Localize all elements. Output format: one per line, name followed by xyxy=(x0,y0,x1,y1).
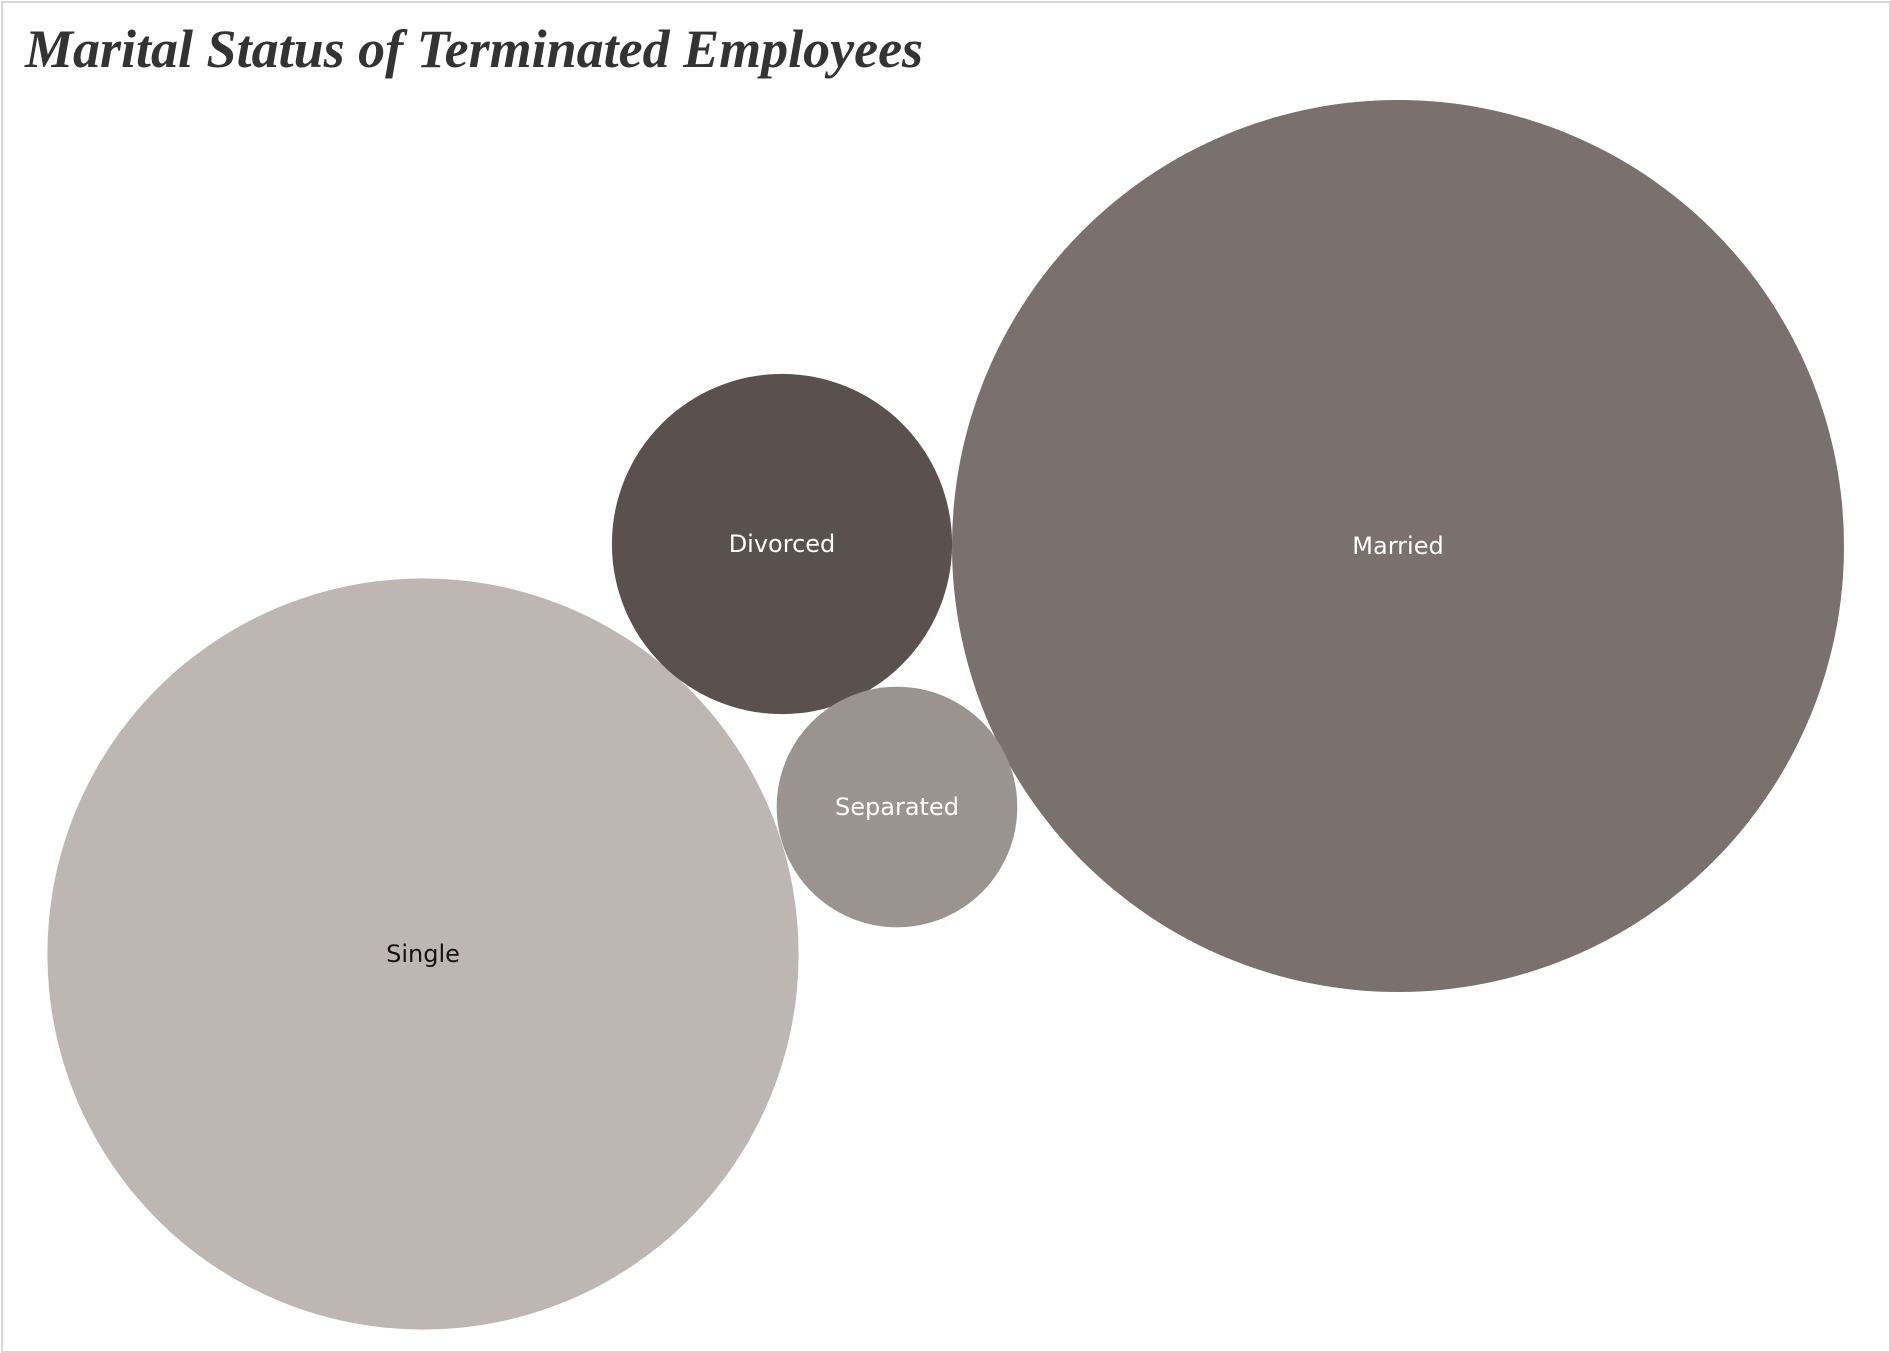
bubble-circle-single[interactable] xyxy=(47,578,799,1330)
bubble-circle-married[interactable] xyxy=(952,100,1844,992)
bubble-married[interactable]: Married xyxy=(952,100,1844,992)
bubble-label-married: Married xyxy=(1352,532,1443,560)
bubble-label-divorced: Divorced xyxy=(729,530,836,558)
bubble-circle-divorced[interactable] xyxy=(611,373,953,715)
bubble-separated[interactable]: Separated xyxy=(776,686,1018,928)
bubble-single[interactable]: Single xyxy=(47,578,799,1330)
bubble-divorced[interactable]: Divorced xyxy=(611,373,953,715)
bubble-label-single: Single xyxy=(386,940,460,968)
bubble-circle-separated[interactable] xyxy=(776,686,1018,928)
bubble-label-separated: Separated xyxy=(835,793,959,821)
chart-title: Marital Status of Terminated Employees xyxy=(25,19,924,79)
